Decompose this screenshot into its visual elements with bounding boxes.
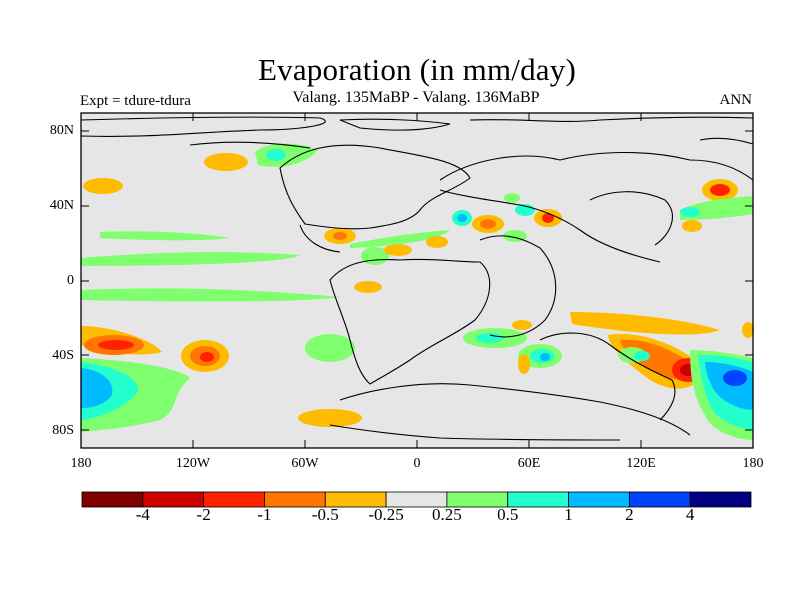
south-pacific-red-2-core bbox=[200, 352, 214, 362]
map-subtitle: Valang. 135MaBP - Valang. 136MaBP bbox=[292, 89, 540, 106]
north-pacific-orange-2 bbox=[204, 153, 248, 171]
axis-ticks bbox=[81, 113, 753, 448]
north-pacific-orange-1 bbox=[83, 178, 123, 194]
colorbar-label: 0.25 bbox=[432, 505, 462, 524]
lon-tick-180e: 180 bbox=[742, 456, 764, 471]
tethys-green-3 bbox=[504, 193, 520, 203]
atlantic-green-patch bbox=[305, 334, 355, 362]
lat-tick-40n: 40N bbox=[49, 198, 74, 213]
tethys-orange-west bbox=[384, 244, 412, 256]
arctic-green-patch bbox=[255, 143, 318, 167]
map-title: Evaporation (in mm/day) bbox=[258, 52, 576, 87]
colorbar-label: -4 bbox=[135, 505, 150, 524]
lon-tick-180w: 180 bbox=[70, 456, 92, 471]
tethys-orange-1 bbox=[426, 236, 448, 248]
south-indian-cyan-1 bbox=[476, 333, 504, 343]
gulf-red-patch bbox=[333, 232, 347, 240]
east-pacific-orange bbox=[742, 322, 754, 338]
colorbar-label: -1 bbox=[257, 505, 272, 524]
colorbar-label: -0.25 bbox=[368, 505, 404, 524]
season-label: ANN bbox=[719, 92, 753, 108]
colorbar-label: 2 bbox=[625, 505, 634, 524]
colorbar-label: -0.5 bbox=[311, 505, 339, 524]
tethys-blue-1 bbox=[457, 214, 467, 222]
nw-pacific-cyan bbox=[680, 207, 700, 217]
colorbar-swatch bbox=[689, 491, 752, 508]
colorbar bbox=[81, 491, 752, 508]
anomaly-fill-layer bbox=[81, 143, 754, 440]
lon-tick-120w: 120W bbox=[175, 456, 211, 471]
map-background bbox=[81, 113, 753, 448]
pacific-green-band-south bbox=[81, 288, 340, 302]
lon-tick-60w: 60W bbox=[291, 456, 319, 471]
lat-tick-40s: 40S bbox=[52, 348, 74, 363]
australia-cyan-patch bbox=[634, 351, 650, 361]
south-indian-orange-1 bbox=[512, 320, 532, 330]
southern-orange-patch bbox=[298, 409, 362, 427]
coastline-layer bbox=[80, 116, 754, 441]
tethys-green-band bbox=[350, 230, 450, 248]
south-indian-orange-band bbox=[570, 312, 720, 335]
south-indian-blue-2 bbox=[540, 353, 550, 361]
colorbar-label: 0.5 bbox=[497, 505, 519, 524]
southern-ocean-darkblue-east bbox=[723, 370, 747, 386]
lon-tick-60e: 60E bbox=[517, 456, 541, 471]
colorbar-label: 1 bbox=[564, 505, 573, 524]
nw-pacific-red bbox=[710, 184, 730, 196]
colorbar-label: 4 bbox=[685, 505, 695, 524]
equatorial-orange bbox=[354, 281, 382, 293]
lat-tick-0: 0 bbox=[67, 273, 74, 288]
pacific-green-band-north bbox=[81, 252, 300, 266]
lon-tick-120e: 120E bbox=[626, 456, 656, 471]
lat-tick-80s: 80S bbox=[52, 423, 74, 438]
colorbar-label: -2 bbox=[196, 505, 211, 524]
tethys-red-3 bbox=[542, 213, 554, 223]
south-pacific-red-core bbox=[98, 340, 134, 350]
southern-ocean-blue-west bbox=[81, 368, 113, 408]
experiment-label: Expt = tdure-tdura bbox=[80, 93, 191, 109]
south-indian-orange-2 bbox=[518, 354, 530, 374]
nw-pacific-orange-2 bbox=[682, 220, 702, 232]
tethys-red-2 bbox=[480, 219, 496, 229]
pacific-green-strip bbox=[100, 231, 230, 241]
arctic-cyan-patch bbox=[266, 149, 286, 161]
lon-tick-0: 0 bbox=[413, 456, 421, 471]
lat-tick-80n: 80N bbox=[49, 123, 74, 138]
